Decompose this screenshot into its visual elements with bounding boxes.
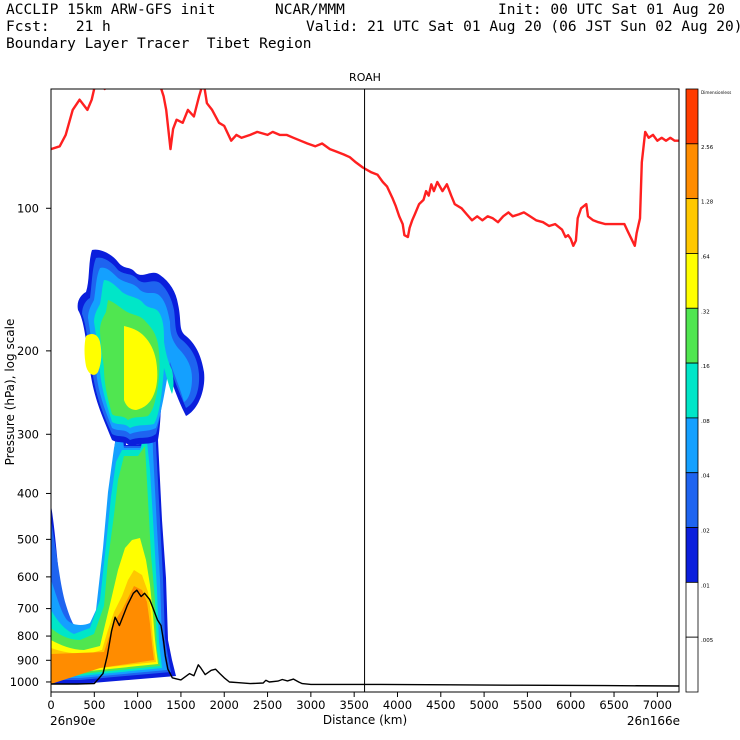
x-tick-label: 2000 [210,698,239,712]
x-tick-label: 6500 [599,698,628,712]
x-tick-label: 1000 [123,698,152,712]
field-title: Boundary Layer Tracer Tibet Region [6,36,312,52]
colorbar-label: .02 [701,529,710,535]
colorbar-swatch [685,472,699,528]
y-axis-ticks: 100 200 300 400 500 600 700 800 900 1000 [10,201,51,689]
colorbar-label: 2.56 [701,145,714,151]
colorbar-swatch [685,307,699,364]
x-tick-label: 3000 [296,698,325,712]
forecast-hour: Fcst: 21 h [6,19,111,35]
series-lines [51,89,679,692]
colorbar-label: .16 [701,364,710,370]
x-tick-label: 7000 [643,698,672,712]
colorbar-swatch [685,417,699,474]
y-tick-label: 1000 [10,675,39,689]
x-start-label: 26n90e [50,714,96,728]
colorbar-swatch [685,88,699,145]
x-tick-label: 4500 [426,698,455,712]
colorbar-swatch [685,253,699,309]
x-tick-label: 1500 [166,698,195,712]
y-tick-label: 500 [17,532,39,546]
colorbar-label: .32 [701,309,710,315]
x-tick-label: 6000 [556,698,585,712]
colorbar-swatch [685,198,699,254]
tracer-contours [51,249,205,684]
y-tick-label: 800 [17,629,39,643]
x-tick-label: 5500 [513,698,542,712]
colorbar-label: .005 [701,638,714,644]
colorbar-swatch [685,143,699,200]
y-tick-label: 700 [17,602,39,616]
x-axis-ticks: 0 500 1000 1500 2000 2500 3000 3500 4000 4500 5000… [47,692,672,712]
chart-title: ROAH [349,71,381,84]
colorbar: Dimensionless 2.56 1.28 .64 .32 .16 .08 .04 .02.… [685,88,731,693]
institution-label: NCAR/MMM [275,2,345,18]
colorbar-swatch [685,362,699,419]
y-tick-label: 400 [17,486,39,500]
y-axis-label: Pressure (hPa), log scale [3,319,17,466]
plot-frame [50,88,680,693]
x-tick-label: 3500 [340,698,369,712]
colorbar-label: .04 [701,474,710,480]
valid-time: Valid: 21 UTC Sat 01 Aug 20 (06 JST Sun … [306,19,740,35]
x-axis-label: Distance (km) [323,713,407,727]
init-time: Init: 00 UTC Sat 01 Aug 20 [498,2,725,18]
y-tick-label: 900 [17,653,39,667]
colorbar-swatch [685,527,699,583]
colorbar-label: .08 [701,419,710,425]
y-tick-label: 200 [17,344,39,358]
tracer-contours-lower-left [51,402,176,684]
colorbar-label: .64 [701,254,710,260]
x-tick-label: 2500 [253,698,282,712]
y-tick-label: 100 [17,201,39,215]
x-tick-label: 500 [83,698,105,712]
model-title: ACCLIP 15km ARW-GFS init [6,2,216,18]
y-tick-label: 600 [17,570,39,584]
x-end-label: 26n166e [627,714,680,728]
colorbar-swatch [685,636,699,693]
tropopause-line [51,89,679,248]
colorbar-label: .01 [701,583,710,589]
x-tick-label: 0 [47,698,54,712]
colorbar-label: 1.28 [701,200,714,206]
colorbar-swatch [685,581,699,638]
y-tick-label: 300 [17,427,39,441]
x-tick-label: 5000 [469,698,498,712]
terrain-line [51,589,679,687]
colorbar-label: Dimensionless [701,90,731,95]
x-tick-label: 4000 [383,698,412,712]
tracer-contours-upper-plume [77,249,205,446]
